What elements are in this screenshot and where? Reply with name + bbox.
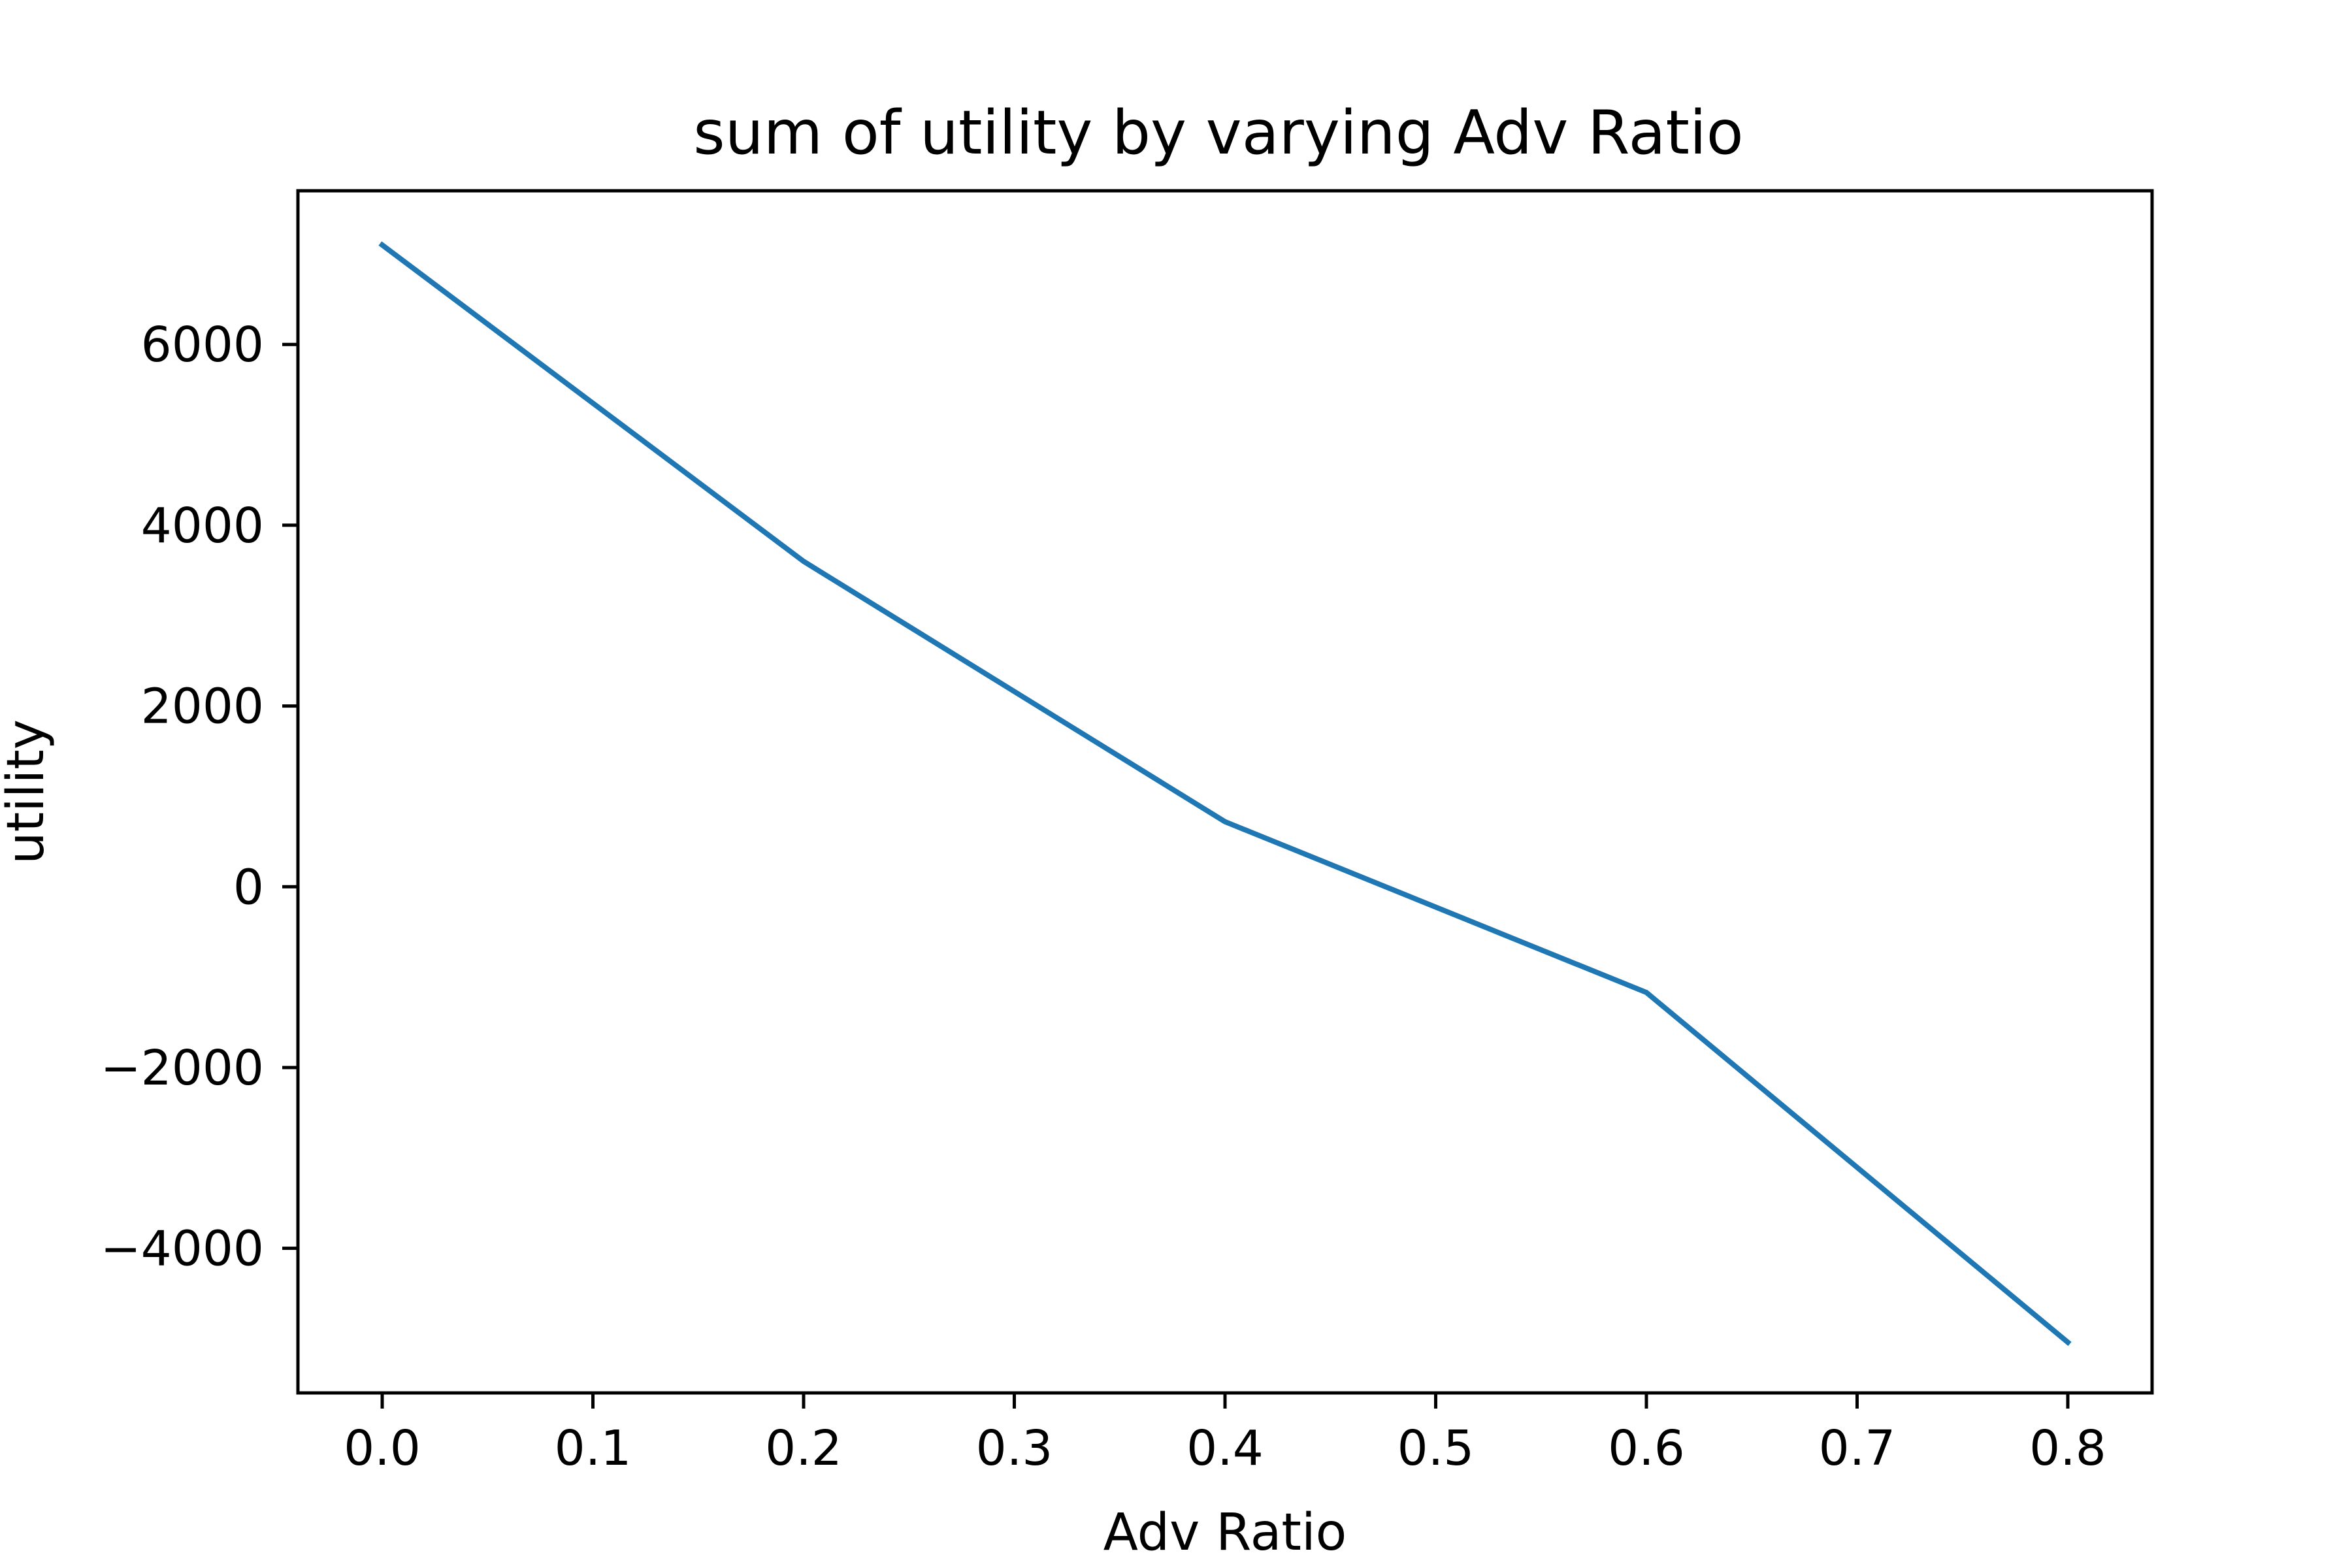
x-tick-label: 0.5 [1397, 1420, 1475, 1477]
y-tick-label: −4000 [101, 1221, 264, 1277]
x-tick-label: 0.0 [344, 1420, 421, 1477]
y-tick-label: 2000 [141, 679, 264, 735]
chart-title: sum of utility by varying Adv Ratio [693, 97, 1743, 168]
x-axis-ticks: 0.0 0.1 0.2 0.3 0.4 0.5 0.6 0.7 0.8 [344, 1393, 2106, 1477]
x-axis-label: Adv Ratio [1103, 1503, 1347, 1562]
x-tick-label: 0.6 [1608, 1420, 1685, 1477]
y-tick-label: 0 [233, 859, 264, 915]
x-tick-label: 0.8 [2029, 1420, 2106, 1477]
plot-area [378, 241, 2072, 1347]
y-axis-ticks: −4000 −2000 0 2000 4000 6000 [101, 317, 298, 1277]
x-tick-label: 0.2 [765, 1420, 842, 1477]
x-tick-label: 0.1 [555, 1420, 632, 1477]
y-tick-label: 6000 [141, 317, 264, 373]
x-tick-label: 0.4 [1186, 1420, 1264, 1477]
x-tick-label: 0.7 [1819, 1420, 1896, 1477]
y-axis-label: utility [0, 719, 56, 864]
x-tick-label: 0.3 [976, 1420, 1053, 1477]
y-tick-label: −2000 [101, 1040, 264, 1096]
series-line-0 [378, 241, 2072, 1347]
y-tick-label: 4000 [141, 498, 264, 554]
